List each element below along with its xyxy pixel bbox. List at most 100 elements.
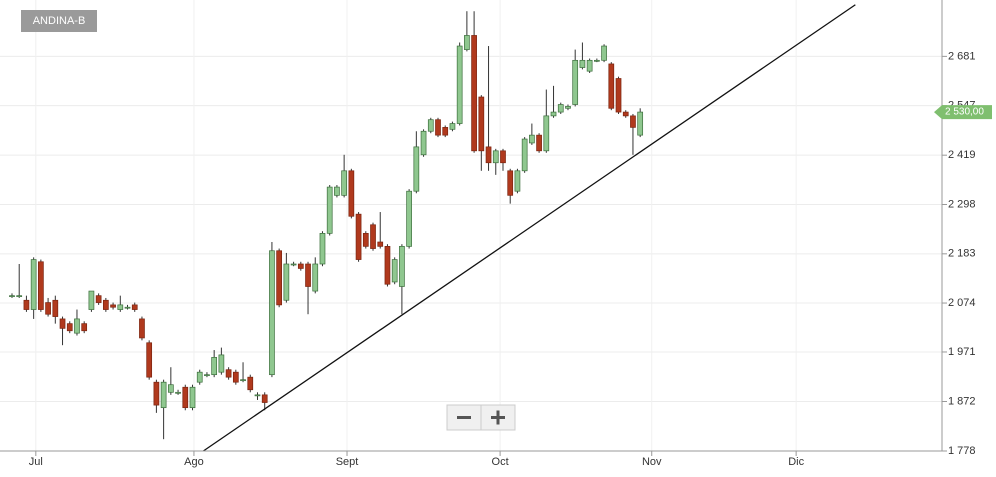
candle-body xyxy=(175,391,181,394)
candle-body xyxy=(406,190,412,247)
candle-body xyxy=(492,150,499,164)
candle-body xyxy=(550,111,557,117)
candle-body xyxy=(218,354,225,373)
candle-body xyxy=(370,224,376,249)
candle-body xyxy=(442,127,449,136)
chart-title: ANDINA-B xyxy=(33,15,86,27)
x-tick-label: Sept xyxy=(336,456,359,468)
candle-body xyxy=(507,170,514,196)
candle-body xyxy=(572,59,579,105)
candle-body xyxy=(81,323,88,332)
y-tick-label: 2 074 xyxy=(948,297,976,309)
candle-body xyxy=(66,323,73,332)
candle-body xyxy=(464,35,470,50)
candle-body xyxy=(456,45,463,124)
grid xyxy=(0,0,942,452)
candle-body xyxy=(23,299,30,310)
candle-body xyxy=(377,241,384,247)
candle-body xyxy=(276,250,282,306)
candle-body xyxy=(240,379,246,382)
candle-body xyxy=(124,306,131,309)
candle-body xyxy=(500,150,506,164)
candle-body xyxy=(283,263,290,301)
candle-body xyxy=(297,263,304,269)
candle-body xyxy=(565,106,571,109)
candle-body xyxy=(261,394,268,403)
candle-body xyxy=(514,170,521,192)
candle-body xyxy=(269,250,275,376)
candle-body xyxy=(312,263,319,292)
zoom-out[interactable] xyxy=(446,404,482,431)
candle-body xyxy=(435,119,441,136)
candle-body xyxy=(30,259,37,310)
candle-body xyxy=(334,186,340,196)
x-tick-label: Oct xyxy=(492,456,509,468)
y-tick-label: 2 298 xyxy=(948,198,976,210)
candle-body xyxy=(449,123,456,130)
minus-icon xyxy=(457,416,471,419)
candles xyxy=(9,4,856,452)
candle-body xyxy=(348,170,355,217)
candle-body xyxy=(355,213,362,260)
candle-body xyxy=(543,115,550,152)
candle-body xyxy=(630,115,636,128)
candle-body xyxy=(196,371,203,383)
candle-body xyxy=(420,130,427,156)
candle-body xyxy=(52,299,59,317)
candle-body xyxy=(521,138,528,172)
candle-body xyxy=(88,290,95,310)
candle-body xyxy=(167,384,174,393)
candle-body xyxy=(478,96,485,152)
candle-body xyxy=(211,357,218,376)
candle-body xyxy=(16,295,23,298)
candle-body xyxy=(637,111,644,136)
candle-body xyxy=(471,35,477,152)
candle-body xyxy=(254,394,261,397)
candle-body xyxy=(384,246,391,285)
candle-body xyxy=(45,302,51,315)
candle-body xyxy=(74,318,80,334)
candle-body xyxy=(225,369,232,378)
candle-body xyxy=(427,119,434,132)
candle-body xyxy=(485,146,492,164)
candle-body xyxy=(182,386,189,409)
x-tick-label: Nov xyxy=(642,456,662,468)
candle-body xyxy=(622,111,629,117)
candle-body xyxy=(529,134,535,144)
candle-body xyxy=(131,304,138,310)
candle-body xyxy=(362,233,369,247)
candle-body xyxy=(615,78,622,113)
candle-body xyxy=(117,304,124,310)
candle-body xyxy=(139,318,145,339)
candle-body xyxy=(110,304,116,308)
candle-body xyxy=(536,134,542,152)
x-tick-label: Ago xyxy=(184,456,204,468)
candle-body xyxy=(38,261,44,310)
price-tag xyxy=(934,105,992,120)
plus-icon-v xyxy=(496,410,500,425)
candle-body xyxy=(399,246,405,287)
candle-body xyxy=(146,342,153,378)
candle-body xyxy=(601,45,607,61)
y-tick-label: 2 183 xyxy=(948,248,976,260)
title-box xyxy=(21,10,97,32)
y-tick-label: 2 419 xyxy=(948,149,976,161)
candle-body xyxy=(95,295,102,303)
candle-body xyxy=(391,259,398,283)
x-tick-label: Jul xyxy=(29,456,43,468)
candle-body xyxy=(557,104,564,113)
y-tick-label: 1 971 xyxy=(948,346,976,358)
y-tick-label: 1 778 xyxy=(948,445,976,457)
x-tick-label: Dic xyxy=(788,456,804,468)
candle-body xyxy=(326,186,333,234)
candle-body xyxy=(153,381,160,406)
y-tick-label: 2 681 xyxy=(948,50,976,62)
candle-body xyxy=(290,263,297,266)
candle-body xyxy=(9,295,15,298)
candle-body xyxy=(305,263,311,287)
candle-body xyxy=(608,63,615,109)
price-tag-label: 2 530,00 xyxy=(945,107,984,118)
zoom-in[interactable] xyxy=(480,404,516,431)
